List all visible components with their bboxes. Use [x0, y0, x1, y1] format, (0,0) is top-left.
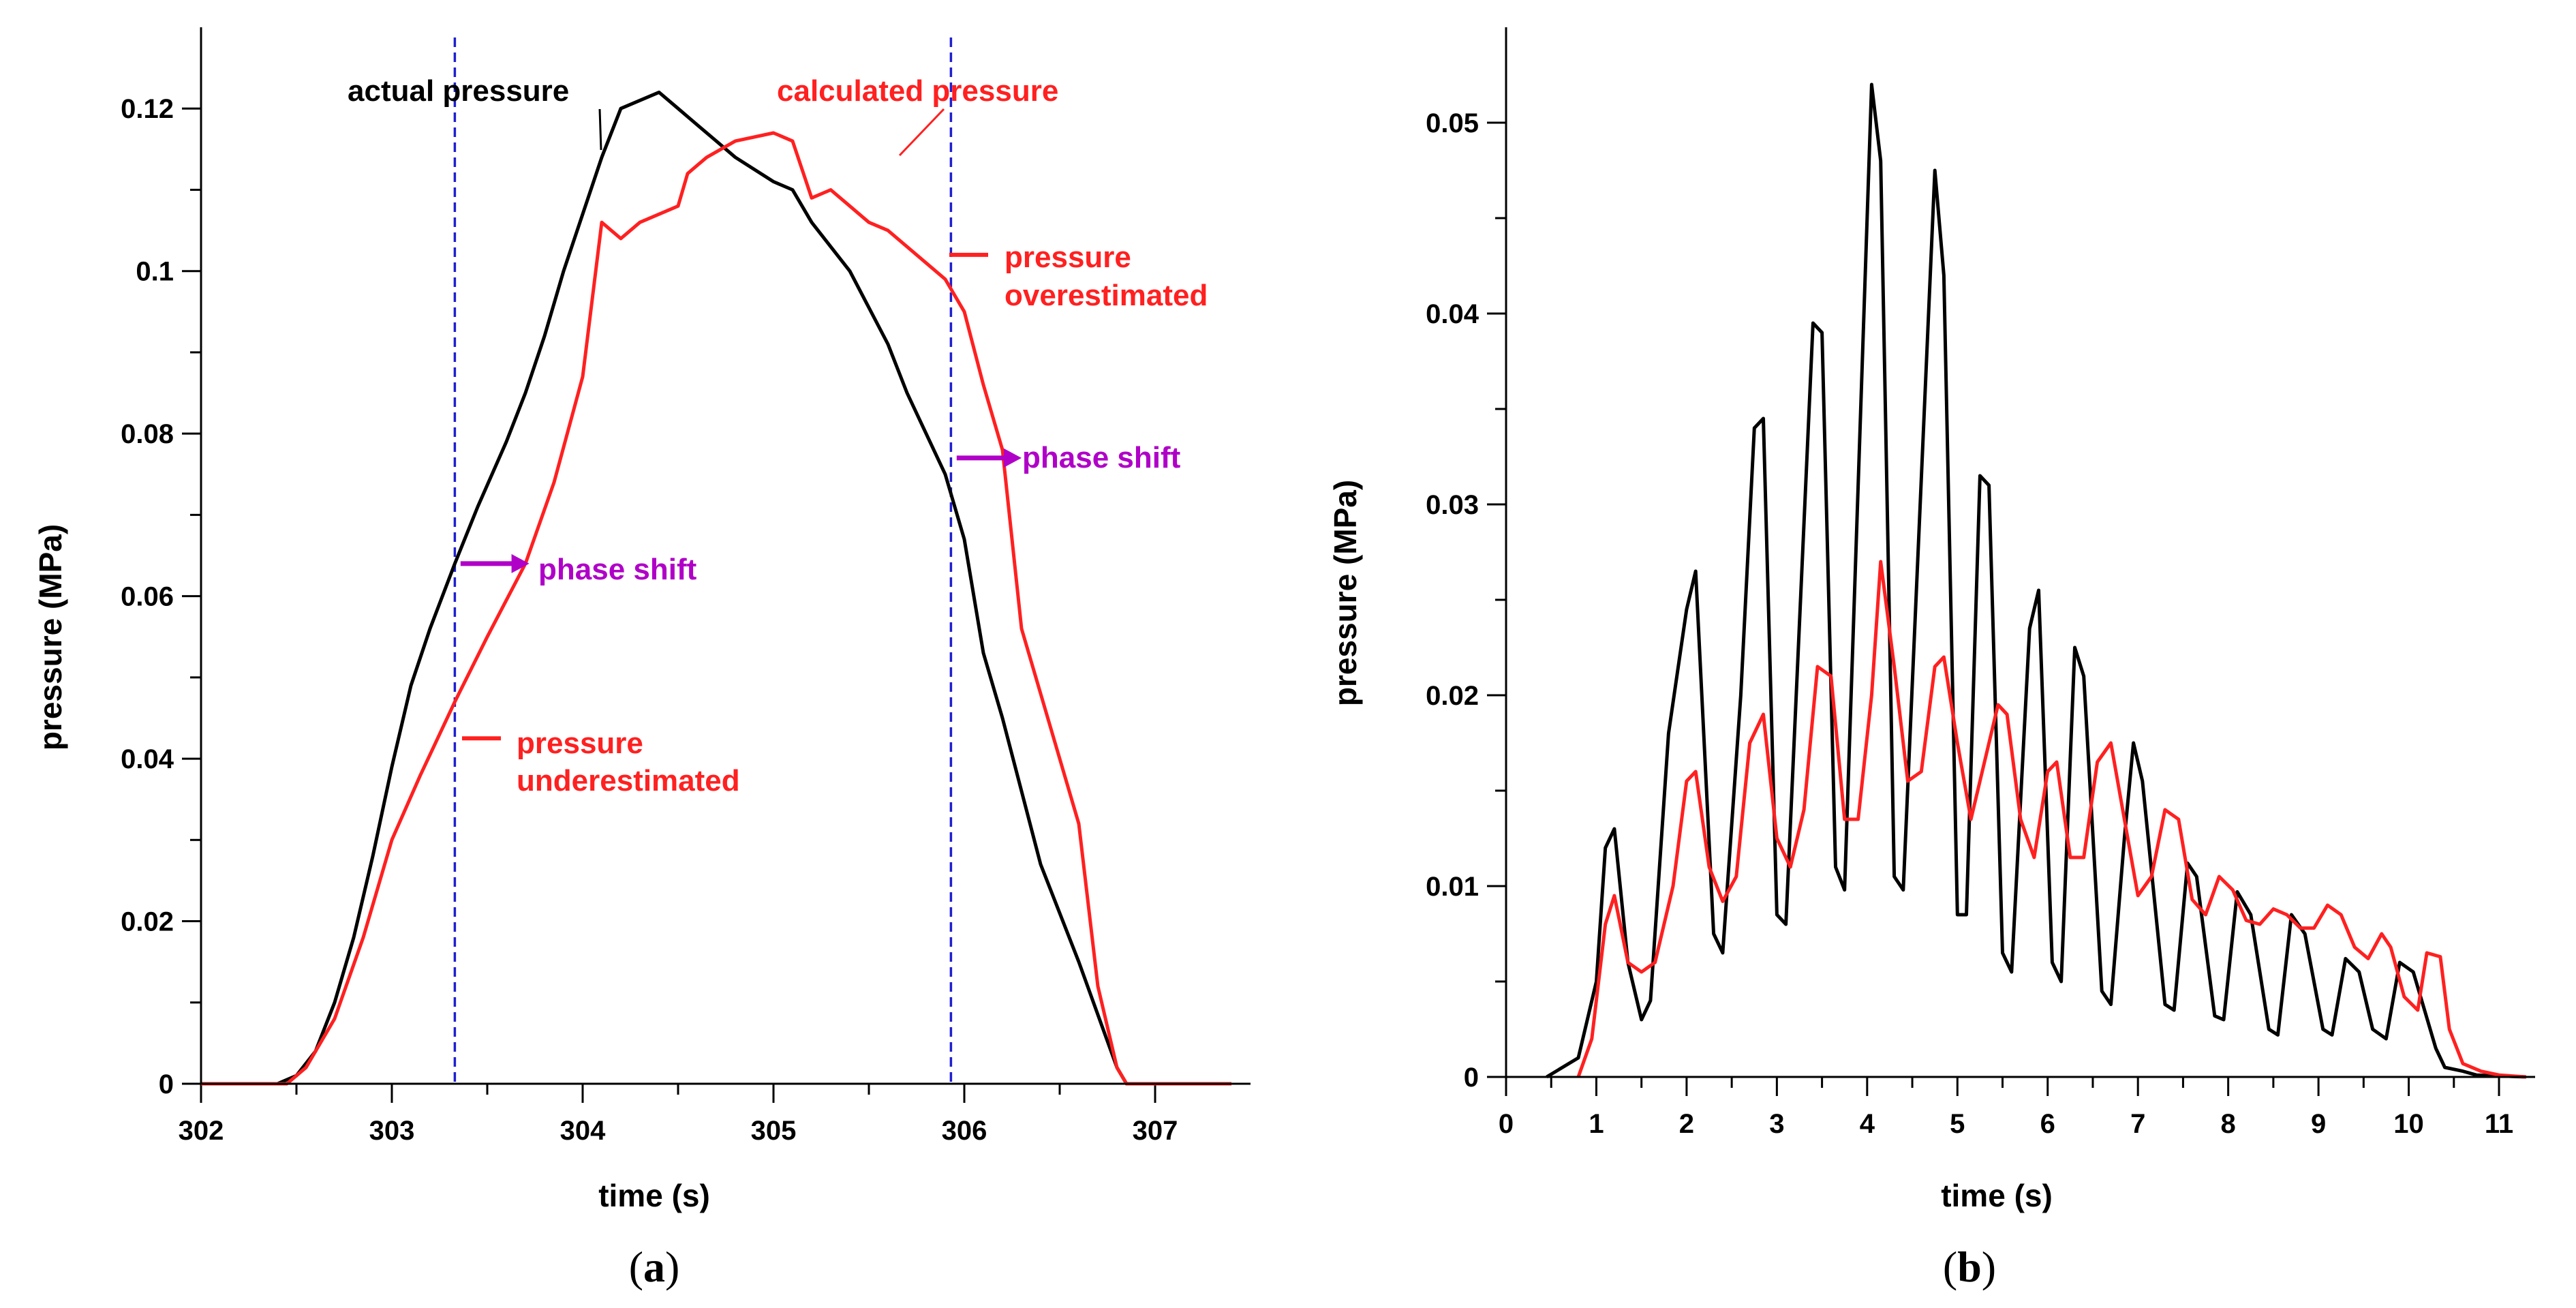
panel-a-markers: [453, 37, 953, 1084]
x-tick-label: 10: [2393, 1109, 2424, 1139]
panel-b-tick-labels: 0 1 2 3 4 5 6 7 8 9 10 11 0 0.01 0.02 0.03 0.04 0.05: [1426, 108, 2513, 1139]
annotation-underestimated-line2: underestimated: [517, 764, 740, 797]
panel-b: 0 1 2 3 4 5 6 7 8 9 10 11 0 0.01 0.02 0.03 0.04 0.05 time…: [1328, 27, 2535, 1291]
y-tick-label: 0.02: [1426, 681, 1479, 711]
annotation-phase-shift-right: phase shift: [1022, 441, 1181, 474]
y-tick-label: 0.02: [121, 907, 174, 937]
x-tick-label: 2: [1679, 1109, 1694, 1139]
panel-b-series: [1546, 82, 2526, 1079]
series-line-actual-pressure: [201, 90, 1155, 1086]
x-tick-label: 1: [1589, 1109, 1604, 1139]
series-line-calculated-pressure: [1576, 560, 2526, 1079]
x-tick-label: 7: [2130, 1109, 2145, 1139]
series-line-calculated-pressure: [201, 131, 1231, 1086]
panel-b-axes: [1505, 27, 2535, 1078]
y-tick-label: 0.04: [1426, 299, 1479, 329]
phase-shift-arrow-left: [460, 553, 530, 573]
x-tick-label: 306: [942, 1116, 987, 1146]
annotation-calculated-pressure: calculated pressure: [777, 74, 1058, 108]
panel-a-series: [201, 90, 1231, 1086]
x-tick-label: 11: [2485, 1109, 2513, 1139]
x-tick-label: 5: [1950, 1109, 1965, 1139]
annotation-overestimated-line1: pressure: [1005, 241, 1131, 274]
panel-b-x-axis-title: time (s): [1941, 1178, 2053, 1213]
panel-a-x-axis-title: time (s): [598, 1178, 710, 1213]
panel-a-label: (a): [629, 1243, 680, 1291]
y-tick-label: 0.04: [121, 744, 174, 774]
y-tick-label: 0.03: [1426, 490, 1479, 520]
panel-a-ticks: [182, 107, 1156, 1103]
x-tick-label: 302: [179, 1116, 224, 1146]
x-tick-label: 303: [369, 1116, 415, 1146]
x-tick-label: 9: [2311, 1109, 2326, 1139]
x-tick-label: 304: [560, 1116, 606, 1146]
y-tick-label: 0.08: [121, 419, 174, 449]
x-tick-label: 8: [2221, 1109, 2236, 1139]
y-tick-label: 0.1: [136, 257, 174, 287]
panel-a-annotation-leaders: [460, 108, 1022, 741]
y-tick-label: 0.12: [121, 94, 174, 124]
y-tick-label: 0.06: [121, 582, 174, 612]
panel-a-tick-labels: 302 303 304 305 306 307 0 0.02 0.04 0.06 0.08 0.1 0.…: [121, 94, 1178, 1146]
panel-a: 302 303 304 305 306 307 0 0.02 0.04 0.06 0.08 0.1 0.…: [33, 27, 1251, 1291]
x-tick-label: 305: [751, 1116, 797, 1146]
x-tick-label: 3: [1769, 1109, 1784, 1139]
y-tick-label: 0.05: [1426, 108, 1479, 138]
y-tick-label: 0: [1464, 1063, 1479, 1093]
leader-calculated: [898, 108, 945, 157]
y-tick-label: 0: [159, 1069, 174, 1099]
y-tick-label: 0.01: [1426, 872, 1479, 902]
panel-a-y-axis-title: pressure (MPa): [33, 524, 68, 750]
annotation-overestimated-line2: overestimated: [1005, 279, 1208, 312]
annotation-actual-pressure: actual pressure: [348, 74, 569, 108]
series-line-actual-pressure: [1546, 82, 2526, 1079]
panel-b-ticks: [1487, 121, 2500, 1096]
x-tick-label: 0: [1499, 1109, 1514, 1139]
x-tick-label: 4: [1860, 1109, 1875, 1139]
x-tick-label: 307: [1133, 1116, 1178, 1146]
panel-a-axes: [200, 27, 1251, 1085]
leader-actual: [598, 108, 602, 151]
panel-b-label: (b): [1943, 1243, 1996, 1291]
annotation-underestimated-line1: pressure: [517, 727, 643, 760]
panel-b-y-axis-title: pressure (MPa): [1328, 480, 1363, 706]
phase-shift-arrow-right: [956, 448, 1022, 468]
annotation-phase-shift-left: phase shift: [538, 553, 697, 586]
x-tick-label: 6: [2040, 1109, 2055, 1139]
